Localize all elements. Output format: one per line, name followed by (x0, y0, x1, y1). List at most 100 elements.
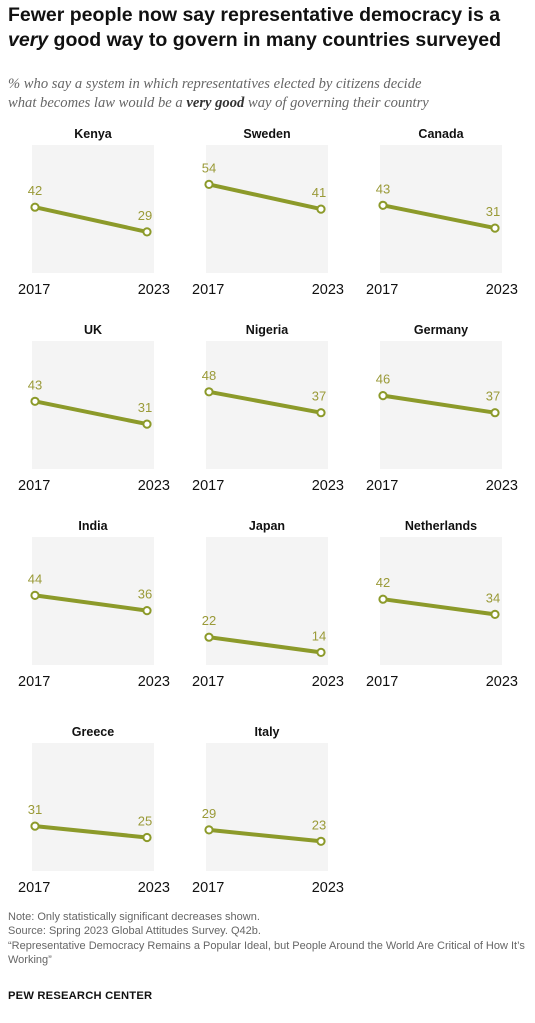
point-2023 (490, 408, 500, 418)
value-label-2023: 41 (312, 185, 326, 200)
value-label-2023: 34 (486, 590, 500, 605)
point-2017 (30, 202, 40, 212)
note-line: Note: Only statistically significant dec… (8, 911, 260, 923)
value-label-2023: 25 (138, 814, 152, 829)
panel-background (206, 341, 328, 469)
subtitle-bold: very good (186, 95, 245, 111)
title-line-2: very good way to govern in many countrie… (8, 28, 533, 53)
panel-nigeria: Nigeria 48 37 2017 2023 (192, 323, 344, 494)
pew-brand: PEW RESEARCH CENTER (8, 990, 153, 1002)
point-2023 (490, 609, 500, 620)
country-label: Italy (254, 725, 279, 739)
value-label-2023: 31 (486, 204, 500, 219)
x-tick-label: 2023 (138, 282, 170, 298)
value-label-2017: 43 (28, 377, 42, 392)
panel-japan: Japan 22 14 2017 2023 (192, 519, 344, 690)
point-2023 (316, 836, 326, 846)
point-2017 (378, 594, 388, 604)
panel-uk: UK 43 31 2017 2023 (18, 323, 170, 494)
series-line (207, 635, 323, 655)
value-label-2023: 36 (138, 587, 152, 602)
point-2017 (378, 391, 388, 401)
point-2017 (204, 387, 214, 397)
point-2017 (30, 821, 40, 831)
country-label: Greece (72, 725, 114, 739)
country-label: India (78, 519, 108, 533)
x-tick-label: 2023 (312, 880, 344, 896)
series-line (381, 393, 497, 415)
subtitle-line-1: % who say a system in which representati… (8, 76, 422, 92)
subtitle-post: way of governing their country (244, 95, 429, 111)
x-tick-label: 2017 (192, 478, 224, 494)
x-tick-label: 2017 (18, 478, 50, 494)
title-emphasis: very (8, 29, 49, 51)
x-tick-label: 2017 (366, 282, 398, 298)
x-tick-label: 2017 (18, 282, 50, 298)
point-2023 (142, 419, 152, 429)
country-label: Netherlands (405, 519, 477, 533)
panel-background (206, 743, 328, 871)
report-title-line: “Representative Democracy Remains a Popu… (8, 939, 525, 967)
value-label-2023: 14 (312, 628, 326, 643)
series-line (207, 389, 323, 415)
value-label-2017: 48 (202, 368, 216, 383)
point-2017 (30, 396, 40, 406)
point-2023 (490, 223, 500, 233)
value-label-2023: 37 (486, 389, 500, 404)
x-tick-label: 2017 (192, 674, 224, 690)
series-line (33, 399, 149, 427)
value-label-2023: 31 (138, 400, 152, 415)
point-2023 (316, 647, 326, 658)
country-label: Japan (249, 519, 285, 533)
panel-greece: Greece 31 25 2017 2023 (18, 725, 170, 896)
x-tick-label: 2017 (366, 674, 398, 690)
point-2017 (204, 179, 214, 189)
x-tick-label: 2023 (312, 674, 344, 690)
value-label-2023: 23 (312, 817, 326, 832)
country-label: UK (84, 323, 102, 337)
panel-netherlands: Netherlands 42 34 2017 2023 (366, 519, 518, 690)
x-tick-label: 2023 (138, 674, 170, 690)
x-tick-label: 2023 (312, 282, 344, 298)
point-2023 (142, 606, 152, 616)
series-line (207, 182, 323, 212)
x-tick-label: 2023 (138, 478, 170, 494)
panel-india: India 44 36 2017 2023 (18, 519, 170, 690)
panel-kenya: Kenya 42 29 2017 2023 (18, 127, 170, 298)
panel-background (206, 145, 328, 273)
value-label-2017: 42 (28, 183, 42, 198)
series-line (33, 593, 149, 613)
chart-title: Fewer people now say representative demo… (8, 3, 533, 53)
x-tick-label: 2023 (138, 880, 170, 896)
panel-italy: Italy 29 23 2017 2023 (192, 725, 344, 896)
x-tick-label: 2017 (366, 478, 398, 494)
country-label: Nigeria (246, 323, 289, 337)
country-label: Canada (418, 127, 464, 141)
point-2017 (378, 200, 388, 210)
series-line (381, 203, 497, 231)
x-tick-label: 2023 (486, 674, 518, 690)
x-tick-label: 2023 (486, 282, 518, 298)
value-label-2017: 29 (202, 806, 216, 821)
x-tick-label: 2017 (18, 674, 50, 690)
series-line (33, 205, 149, 234)
point-2017 (30, 590, 40, 601)
point-2017 (204, 632, 214, 642)
footnotes: Note: Only statistically significant dec… (8, 910, 528, 968)
point-2023 (142, 832, 152, 843)
value-label-2017: 46 (376, 372, 390, 387)
series-line (33, 824, 149, 840)
panel-sweden: Sweden 54 41 2017 2023 (192, 127, 344, 298)
country-label: Germany (414, 323, 468, 337)
panel-canada: Canada 43 31 2017 2023 (366, 127, 518, 298)
x-tick-label: 2017 (192, 282, 224, 298)
chart-subtitle: % who say a system in which representati… (8, 75, 533, 113)
series-line (381, 597, 497, 617)
value-label-2017: 44 (28, 571, 42, 586)
subtitle-line-2: what becomes law would be a very good wa… (8, 94, 533, 113)
x-tick-label: 2023 (486, 478, 518, 494)
point-2023 (142, 227, 152, 237)
value-label-2023: 29 (138, 208, 152, 223)
x-tick-label: 2017 (192, 880, 224, 896)
